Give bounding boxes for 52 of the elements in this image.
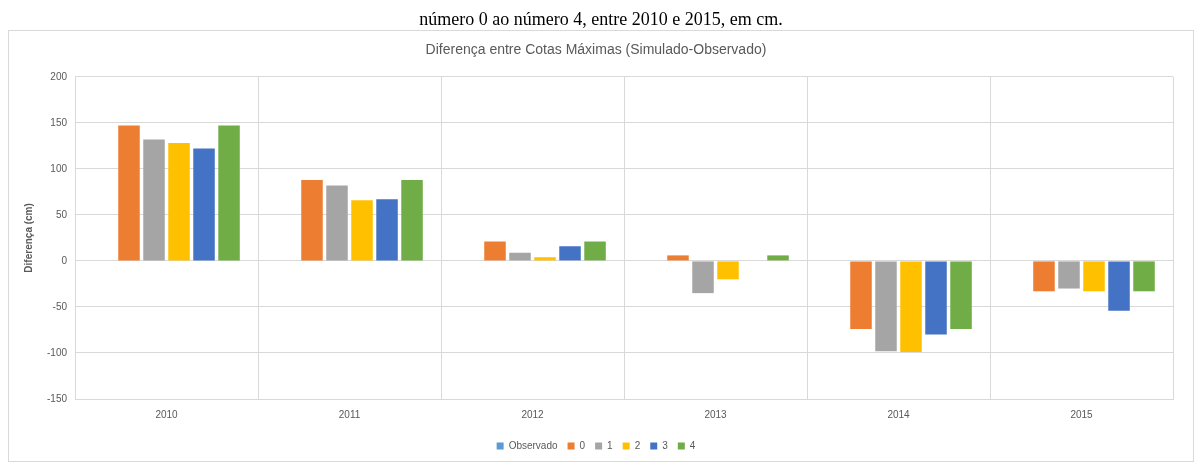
bar — [667, 255, 689, 261]
legend-label: 3 — [662, 439, 669, 451]
bar — [351, 200, 373, 261]
legend-label: 2 — [634, 439, 641, 451]
y-tick-label: 150 — [50, 116, 68, 128]
legend-label: 1 — [607, 439, 614, 451]
y-tick-label: 100 — [50, 162, 68, 174]
bar — [301, 179, 323, 261]
bar — [875, 261, 897, 352]
chart-title: Diferença entre Cotas Máximas (Simulado-Observado) — [425, 41, 767, 58]
bar — [534, 257, 556, 261]
y-tick-label: -100 — [47, 346, 68, 358]
text: número 0 ao número 4, entre 2010 e 2015, em cm. — [418, 8, 784, 30]
y-tick-label: -50 — [52, 300, 68, 312]
bar — [484, 241, 506, 261]
bar — [559, 246, 581, 261]
y-axis-title: Diferença (cm) — [22, 203, 34, 273]
x-tick-label: 2011 — [338, 408, 361, 420]
bar — [717, 261, 739, 280]
legend-label: Observado — [508, 439, 558, 451]
x-tick-label: 2015 — [1070, 408, 1094, 420]
y-tick-label: 200 — [50, 70, 68, 82]
bar — [143, 139, 165, 261]
bar — [193, 148, 215, 261]
x-tick-label: 2010 — [155, 408, 179, 420]
bar — [376, 199, 398, 261]
bar — [900, 261, 922, 353]
bar — [1033, 261, 1055, 292]
bar — [767, 255, 789, 261]
bar — [118, 125, 140, 261]
y-tick-label: 0 — [61, 254, 68, 266]
bar — [401, 179, 423, 261]
bar — [1083, 261, 1105, 292]
bar — [692, 261, 714, 294]
y-tick-label: 50 — [55, 208, 68, 220]
x-tick-label: 2013 — [704, 408, 728, 420]
bar — [950, 261, 972, 330]
y-tick-label: -150 — [47, 392, 68, 404]
bar — [168, 143, 190, 261]
bar — [218, 125, 240, 261]
legend-label: 4 — [689, 439, 696, 451]
bar — [584, 241, 606, 261]
bar — [326, 185, 348, 261]
legend-label: 0 — [579, 439, 586, 451]
bar — [1058, 261, 1080, 289]
bar — [850, 261, 872, 330]
bar — [1133, 261, 1155, 292]
bar — [1108, 261, 1130, 311]
x-tick-label: 2014 — [887, 408, 911, 420]
bar — [509, 252, 531, 261]
x-tick-label: 2012 — [521, 408, 545, 420]
bar — [925, 261, 947, 335]
